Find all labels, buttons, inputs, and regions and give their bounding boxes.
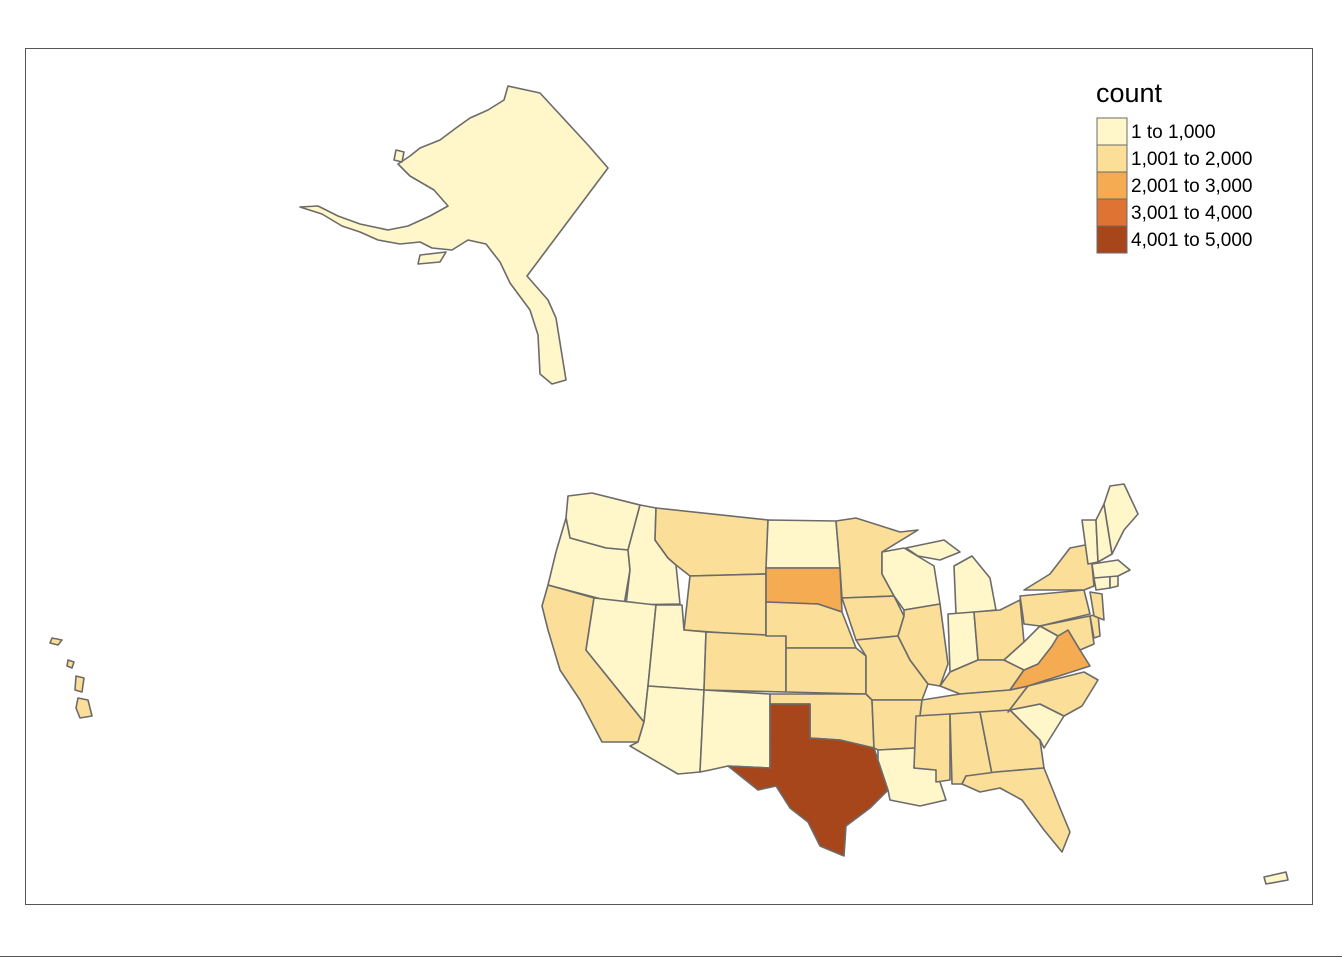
legend-label: 2,001 to 3,000 (1131, 176, 1253, 197)
map-frame (25, 48, 1313, 905)
state-pennsylvania[interactable] (1019, 589, 1091, 627)
legend-label: 1 to 1,000 (1131, 122, 1216, 143)
state-massachusetts[interactable] (1091, 559, 1131, 579)
state-alaska-island (417, 251, 447, 265)
state-colorado[interactable] (703, 631, 787, 693)
bottom-divider (0, 956, 1342, 957)
legend-swatch (1096, 144, 1128, 173)
state-alaska-island (393, 149, 405, 163)
state-hawaii-island (74, 675, 85, 693)
state-wyoming[interactable] (683, 573, 767, 637)
state-iowa[interactable] (841, 595, 905, 641)
legend-label: 4,001 to 5,000 (1131, 230, 1253, 251)
state-puerto-rico[interactable] (1263, 871, 1289, 885)
legend: count 1 to 1,000 1,001 to 2,000 2,001 to 3… (1096, 78, 1253, 254)
state-north-dakota[interactable] (765, 519, 841, 569)
state-new-jersey[interactable] (1089, 591, 1105, 621)
state-michigan-upper (905, 539, 961, 561)
state-maine[interactable] (1103, 483, 1139, 555)
state-michigan[interactable] (953, 555, 997, 615)
state-texas[interactable] (727, 703, 889, 857)
legend-title: count (1096, 78, 1163, 108)
legend-swatch (1096, 117, 1128, 146)
state-illinois[interactable] (897, 603, 949, 687)
legend-swatch (1096, 198, 1128, 227)
state-new-york[interactable] (1023, 543, 1095, 591)
state-hawaii-island (66, 659, 75, 669)
legend-items: 1 to 1,000 1,001 to 2,000 2,001 to 3,000 3,… (1096, 117, 1253, 254)
state-florida[interactable] (961, 767, 1071, 853)
legend-swatch (1096, 171, 1128, 200)
state-new-mexico[interactable] (699, 689, 771, 773)
state-north-carolina[interactable] (1007, 671, 1099, 717)
state-hawaii[interactable] (75, 697, 93, 719)
legend-label: 1,001 to 2,000 (1131, 149, 1253, 170)
state-hawaii-island (49, 637, 63, 646)
state-alaska[interactable] (299, 85, 609, 385)
states-layer (49, 85, 1289, 885)
legend-label: 3,001 to 4,000 (1131, 203, 1253, 224)
state-rhode-island[interactable] (1109, 575, 1119, 589)
legend-swatch (1096, 225, 1128, 254)
state-kansas[interactable] (785, 647, 867, 695)
